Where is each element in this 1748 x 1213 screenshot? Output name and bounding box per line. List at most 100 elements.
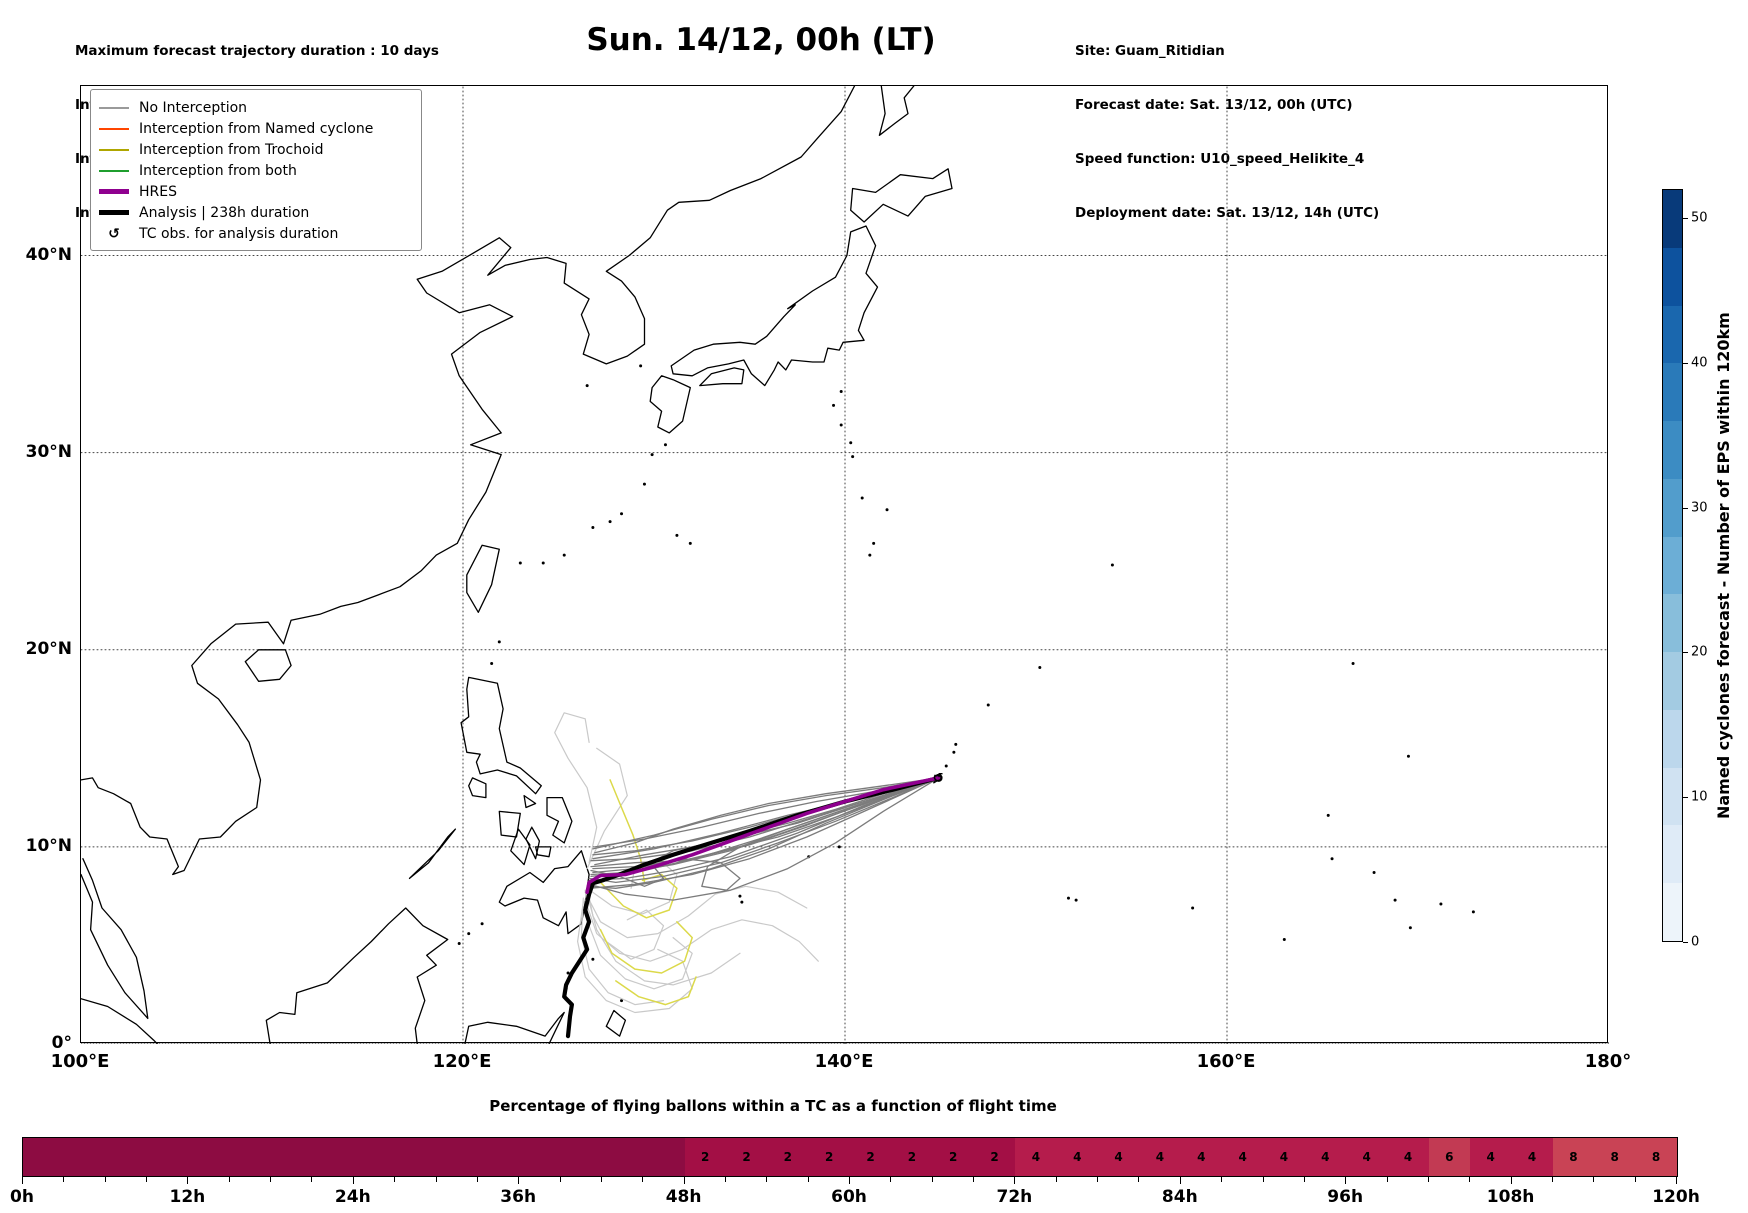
strip-tickmark	[973, 1177, 975, 1182]
island-dot	[639, 364, 643, 368]
strip-tick-label: 12h	[169, 1187, 206, 1207]
strip-cell: 8	[1552, 1138, 1595, 1176]
strip-tickmark	[683, 1177, 685, 1184]
trajectory-map: ↺	[81, 86, 1609, 1044]
x-tick-label: 160°E	[1196, 1051, 1256, 1072]
coastline	[468, 777, 487, 799]
island-dot	[1110, 563, 1114, 567]
strip-cell	[643, 1138, 685, 1176]
strip-tickmark	[22, 1177, 23, 1184]
y-tick-label: 10°N	[25, 835, 72, 856]
colorbar-block	[1663, 883, 1682, 941]
colorbar-tick-label: 50	[1691, 210, 1708, 226]
island-dot	[1191, 906, 1195, 910]
island-dot	[1372, 871, 1376, 875]
colorbar-block	[1663, 594, 1682, 653]
legend-line-sample	[99, 127, 129, 130]
strip-tickmark	[518, 1177, 520, 1184]
tc-obs-icon: ↺	[108, 225, 120, 242]
legend-item-label: Interception from Trochoid	[139, 141, 324, 158]
strip-cell: 8	[1635, 1138, 1677, 1176]
colorbar-tickmark	[1683, 507, 1688, 509]
island-dot	[952, 750, 956, 754]
strip-tickmark	[724, 1177, 726, 1182]
strip-cell	[188, 1138, 230, 1176]
island-dot	[1066, 896, 1070, 900]
island-dot	[608, 520, 612, 524]
strip-tickmark	[1303, 1177, 1305, 1182]
island-dot	[1439, 902, 1443, 906]
strip-tickmark	[187, 1177, 189, 1184]
tc-obs-markers: ↺	[933, 771, 944, 786]
strip-cell: 2	[891, 1138, 933, 1176]
strip-cell	[477, 1138, 520, 1176]
strip-cell	[519, 1138, 561, 1176]
island-dot	[1326, 813, 1330, 817]
strip-tickmark	[1097, 1177, 1099, 1182]
island-dot	[457, 941, 461, 945]
island-dot	[1471, 910, 1475, 914]
coastline	[460, 676, 542, 795]
x-tick-label: 120°E	[432, 1051, 492, 1072]
legend-item-label: Analysis | 238h duration	[139, 204, 310, 221]
strip-cell	[560, 1138, 602, 1176]
strip-cell	[23, 1138, 65, 1176]
coastline	[81, 858, 149, 1020]
island-dot	[497, 640, 501, 644]
strip-tickmark	[435, 1177, 437, 1182]
island-dot	[740, 900, 744, 904]
legend-item-label: Interception from both	[139, 162, 297, 179]
island-dot	[954, 742, 958, 746]
strip-cell	[64, 1138, 106, 1176]
island-dot	[585, 384, 589, 388]
eps-member-faded	[586, 885, 665, 960]
strip-cell	[271, 1138, 313, 1176]
colorbar	[1662, 189, 1683, 942]
trochoid-member	[615, 976, 697, 1006]
trochoid-trajectories	[599, 779, 697, 1006]
island-dot	[872, 541, 876, 545]
site-info-block: Site: Guam_Ritidian Forecast date: Sat. …	[1075, 6, 1379, 258]
strip-cell: 4	[1221, 1138, 1264, 1176]
strip-tick-label: 48h	[665, 1187, 702, 1207]
strip-tickmark	[1345, 1177, 1347, 1184]
map-legend: No Interception Interception from Named c…	[90, 89, 422, 251]
island-dot	[885, 508, 889, 512]
island-dot	[1393, 898, 1397, 902]
legend-item: Interception from both	[99, 160, 411, 181]
island-dot	[591, 526, 595, 530]
island-dot	[620, 512, 624, 516]
strip-cell: 4	[1180, 1138, 1222, 1176]
island-dot	[620, 999, 624, 1003]
strip-tickmark	[1386, 1177, 1388, 1182]
x-tick-label: 140°E	[814, 1051, 874, 1072]
coastline	[878, 86, 915, 136]
strip-tickmark	[890, 1177, 892, 1182]
legend-item-label: Interception from Named cyclone	[139, 120, 374, 137]
strip-cell	[105, 1138, 148, 1176]
legend-item: Interception from Named cyclone	[99, 118, 411, 139]
island-dot	[1038, 666, 1042, 670]
strip-cell: 4	[1139, 1138, 1181, 1176]
island-dot	[688, 541, 692, 545]
colorbar-tickmark	[1683, 652, 1688, 654]
strip-cell: 4	[1511, 1138, 1553, 1176]
coastline	[265, 907, 449, 1044]
strip-cell	[395, 1138, 437, 1176]
strip-tickmark	[476, 1177, 478, 1182]
colorbar-tick-label: 30	[1691, 500, 1708, 516]
eps-trajectories	[588, 777, 940, 901]
hres-track	[585, 776, 941, 895]
eps-trajectories-faded	[554, 712, 819, 1014]
colorbar-tickmark	[1683, 797, 1688, 799]
strip-tick-label: 0h	[10, 1187, 34, 1207]
strip-tickmark	[1551, 1177, 1553, 1182]
coastline	[534, 846, 552, 858]
colorbar-block	[1663, 478, 1682, 537]
eps-member	[588, 777, 940, 884]
strip-tickmark	[1634, 1177, 1636, 1182]
island-dot	[562, 553, 566, 557]
strip-cell: 6	[1428, 1138, 1471, 1176]
strip-cell: 4	[1056, 1138, 1098, 1176]
island-dot	[1282, 938, 1286, 942]
